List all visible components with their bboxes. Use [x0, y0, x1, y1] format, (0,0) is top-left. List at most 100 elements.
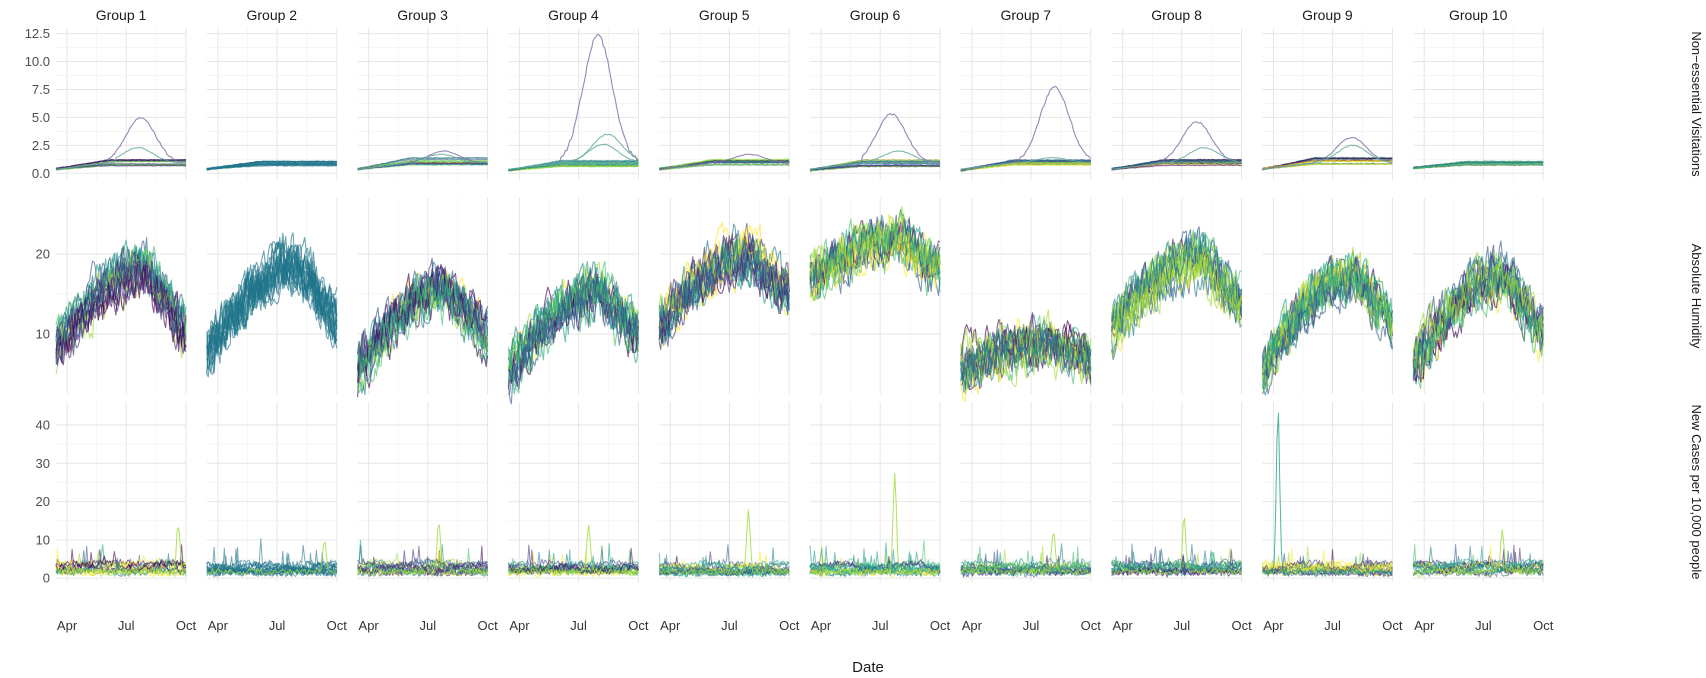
- series-line: [659, 158, 790, 170]
- x-tick-label: Apr: [811, 618, 832, 633]
- x-tick-label: Oct: [1382, 618, 1403, 633]
- x-tick-label: Oct: [1081, 618, 1102, 633]
- series-line: [1412, 558, 1544, 574]
- y-tick-label: 12.5: [25, 26, 50, 41]
- y-tick-label: 0: [43, 571, 50, 586]
- series-line: [507, 549, 639, 576]
- facet-row-label: Absolute Humidity: [1689, 244, 1704, 349]
- series-line: [206, 164, 337, 170]
- series-line: [206, 161, 337, 170]
- series-line: [1262, 553, 1393, 574]
- series-line: [1413, 529, 1544, 575]
- series-line: [1412, 251, 1544, 358]
- x-tick-label: Jul: [269, 618, 286, 633]
- y-tick-label: 40: [36, 417, 50, 432]
- series-line: [659, 559, 790, 575]
- series-line: [960, 533, 1092, 575]
- series-line: [960, 314, 1092, 381]
- x-tick-label: Apr: [1263, 618, 1284, 633]
- x-tick-label: Jul: [1324, 618, 1341, 633]
- y-tick-label: 30: [36, 456, 50, 471]
- series-line: [508, 33, 639, 170]
- x-tick-label: Oct: [628, 618, 649, 633]
- series-line: [1412, 263, 1544, 390]
- series-line: [357, 545, 488, 574]
- x-tick-label: Apr: [509, 618, 530, 633]
- facet-strip-label: Group 8: [1151, 7, 1202, 23]
- series-line: [55, 146, 186, 170]
- series-line: [1261, 259, 1393, 379]
- x-tick-label: Oct: [779, 618, 800, 633]
- series-line: [357, 524, 489, 575]
- series-line: [55, 527, 187, 575]
- y-tick-label: 20: [36, 494, 50, 509]
- series-line: [1413, 161, 1544, 169]
- series-line: [658, 232, 790, 340]
- series-line: [809, 472, 941, 575]
- x-tick-label: Oct: [327, 618, 348, 633]
- series-line: [1412, 163, 1544, 170]
- series-line: [658, 235, 790, 342]
- series-line: [809, 165, 941, 171]
- series-line: [960, 156, 1091, 170]
- x-tick-label: Apr: [208, 618, 229, 633]
- series-line: [507, 525, 639, 575]
- series-line: [508, 164, 639, 171]
- series-line: [508, 165, 639, 172]
- series-line: [960, 546, 1092, 575]
- series-line: [809, 211, 941, 280]
- series-line: [1111, 517, 1242, 575]
- series-line: [55, 260, 187, 365]
- x-tick-label: Jul: [570, 618, 587, 633]
- series-line: [508, 143, 639, 170]
- series-line: [960, 85, 1092, 170]
- x-tick-label: Jul: [419, 618, 436, 633]
- facet-strip-label: Group 7: [1001, 7, 1052, 23]
- series-line: [357, 562, 489, 575]
- y-tick-label: 0.0: [32, 166, 50, 181]
- y-tick-label: 2.5: [32, 138, 50, 153]
- x-tick-label: Jul: [1023, 618, 1040, 633]
- facet-strip-label: Group 6: [850, 7, 901, 23]
- x-axis-title: Date: [852, 659, 884, 676]
- x-tick-label: Oct: [1533, 618, 1554, 633]
- series-line: [809, 227, 941, 302]
- x-tick-label: Jul: [118, 618, 135, 633]
- facet-strip-label: Group 3: [397, 7, 448, 23]
- series-line: [1262, 412, 1393, 575]
- label-layer: Group 1 Apr Jul Oct Group 2 Apr Jul Oct Group 3 A…: [25, 7, 1704, 633]
- series-line: [1111, 229, 1242, 329]
- series-line: [206, 562, 338, 576]
- series-line: [809, 150, 941, 170]
- series-line: [659, 153, 790, 170]
- facet-strip-label: Group 10: [1449, 7, 1508, 23]
- x-tick-label: Oct: [930, 618, 951, 633]
- series-line: [809, 548, 941, 577]
- series-line: [809, 164, 941, 171]
- series-line: [1111, 231, 1243, 332]
- series-line: [1111, 245, 1242, 343]
- y-tick-label: 10: [36, 532, 50, 547]
- series-line: [809, 560, 941, 575]
- series-line: [1412, 544, 1544, 575]
- facet-strip-label: Group 5: [699, 7, 750, 23]
- series-line: [658, 547, 790, 577]
- series-line: [357, 163, 488, 171]
- series-line: [658, 246, 790, 331]
- x-tick-label: Jul: [1475, 618, 1492, 633]
- series-line: [809, 220, 941, 298]
- x-tick-label: Jul: [872, 618, 889, 633]
- series-line: [1111, 147, 1242, 170]
- x-tick-label: Apr: [1414, 618, 1435, 633]
- y-tick-label: 10: [36, 327, 50, 342]
- series-line: [55, 551, 187, 573]
- series-line: [658, 509, 790, 575]
- series-line: [1262, 159, 1393, 170]
- facet-row-label: New Cases per 10,000 people: [1689, 405, 1704, 580]
- series-line: [357, 276, 489, 374]
- series-line: [55, 551, 187, 575]
- series-line: [658, 163, 790, 171]
- x-tick-label: Apr: [359, 618, 380, 633]
- series-line: [1261, 555, 1393, 578]
